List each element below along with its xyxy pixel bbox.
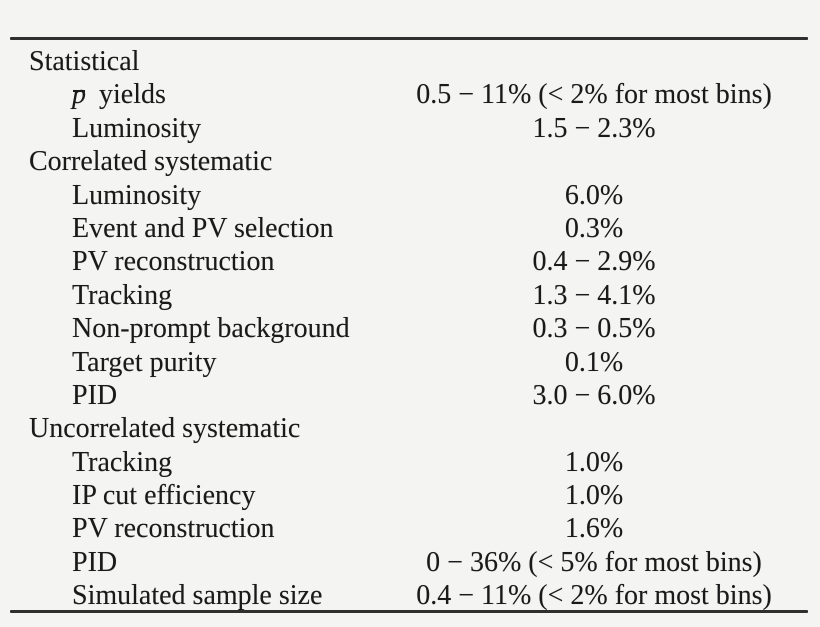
table-row: Tracking 1.0% xyxy=(10,446,808,479)
row-value: 0 − 36% (< 5% for most bins) xyxy=(426,546,762,578)
row-label: PV reconstruction xyxy=(72,513,275,545)
row-label: PID xyxy=(72,379,118,411)
row-label: Luminosity xyxy=(72,179,202,211)
section-row: Uncorrelated systematic xyxy=(10,412,808,445)
row-label: Tracking xyxy=(72,279,173,311)
row-value: 6.0% xyxy=(564,179,624,211)
table-row: p yields 0.5 − 11% (< 2% for most bins) xyxy=(10,78,808,111)
row-value: 1.0% xyxy=(564,446,624,478)
row-label: Tracking xyxy=(72,446,173,478)
pbar-symbol: p xyxy=(72,79,86,111)
row-value: 0.4 − 2.9% xyxy=(532,246,656,278)
section-label: Uncorrelated systematic xyxy=(29,413,301,445)
table-row: Target purity 0.1% xyxy=(10,346,808,379)
row-value: 0.3% xyxy=(564,212,624,244)
table-row: PV reconstruction 0.4 − 2.9% xyxy=(10,245,808,278)
table-row: Luminosity 1.5 − 2.3% xyxy=(10,112,808,145)
section-label: Statistical xyxy=(29,46,140,77)
table-bottom-rule xyxy=(10,610,808,613)
table-row: PID 0 − 36% (< 5% for most bins) xyxy=(10,546,808,579)
row-value: 1.0% xyxy=(564,480,624,512)
table-top-rule xyxy=(10,37,808,40)
row-label-text: yields xyxy=(99,79,166,111)
table-row: PV reconstruction 1.6% xyxy=(10,512,808,545)
table-row: Non-prompt background 0.3 − 0.5% xyxy=(10,312,808,345)
row-value: 0.3 − 0.5% xyxy=(532,313,656,345)
row-value: 0.1% xyxy=(564,346,624,378)
row-label: Event and PV selection xyxy=(72,212,334,244)
table-row: IP cut efficiency 1.0% xyxy=(10,479,808,512)
row-label: PID xyxy=(72,546,118,578)
row-label: Target purity xyxy=(72,346,217,378)
row-label: Non-prompt background xyxy=(72,313,350,345)
section-label: Correlated systematic xyxy=(29,146,273,178)
uncertainty-table: Statistical p yields 0.5 − 11% (< 2% for … xyxy=(10,40,808,613)
table-row: Simulated sample size 0.4 − 11% (< 2% fo… xyxy=(10,579,808,612)
row-label: IP cut efficiency xyxy=(72,480,256,512)
row-value: 1.5 − 2.3% xyxy=(532,112,656,144)
row-value: 0.5 − 11% (< 2% for most bins) xyxy=(416,79,772,111)
row-value: 3.0 − 6.0% xyxy=(532,379,656,411)
table-row: Tracking 1.3 − 4.1% xyxy=(10,279,808,312)
row-value: 1.6% xyxy=(564,513,624,545)
row-value: 0.4 − 11% (< 2% for most bins) xyxy=(416,580,772,612)
row-value: 1.3 − 4.1% xyxy=(532,279,656,311)
section-row: Statistical xyxy=(10,45,808,78)
table-row: Event and PV selection 0.3% xyxy=(10,212,808,245)
table-row: Luminosity 6.0% xyxy=(10,179,808,212)
table-row: PID 3.0 − 6.0% xyxy=(10,379,808,412)
section-row: Correlated systematic xyxy=(10,145,808,178)
row-label: p yields xyxy=(29,78,392,111)
row-label: Luminosity xyxy=(72,112,202,144)
row-label: Simulated sample size xyxy=(72,580,323,612)
row-label: PV reconstruction xyxy=(72,246,275,278)
